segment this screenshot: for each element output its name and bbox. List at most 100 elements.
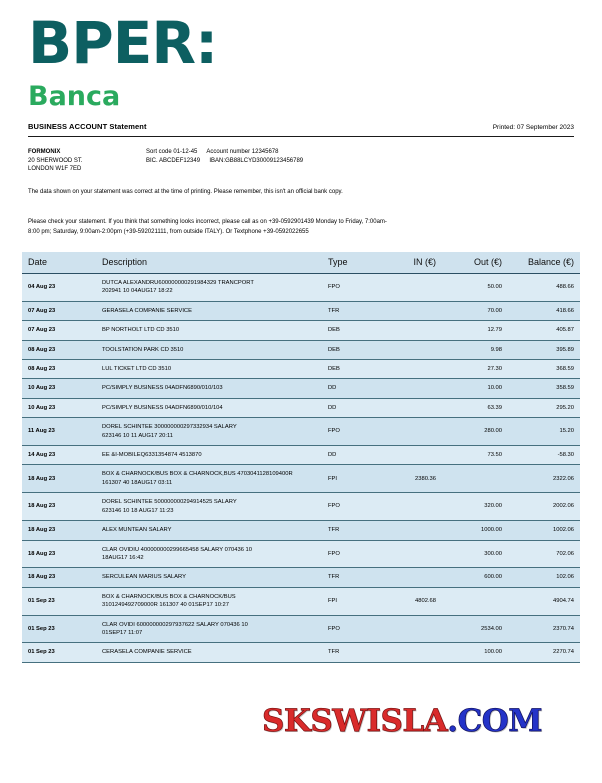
cell-type: FPO <box>322 615 380 644</box>
sort-code-row: Sort code 01-12-45 Account number 123456… <box>146 148 303 157</box>
cell-out: 1000.00 <box>442 520 508 541</box>
cell-date: 18 Aug 23 <box>22 540 96 569</box>
table-row: 08 Aug 23 LUL TICKET LTD CD 3510 DEB 27.30 3… <box>22 359 580 380</box>
table-row: 01 Sep 23 CERASELA COMPANIE SERVICE TFR 100… <box>22 642 580 663</box>
iban-value: GB88LCYD30009123456789 <box>225 157 304 164</box>
cell-out: 600.00 <box>442 567 508 588</box>
cell-out: 300.00 <box>442 540 508 569</box>
cell-description: DOREL SCHINTEE 300000000297332934 SALARY… <box>96 417 322 447</box>
cell-balance: 358.59 <box>508 378 580 399</box>
column-header-out: Out (€) <box>442 252 508 274</box>
description-line-1: ALEX MUNTEAN SALARY <box>102 527 172 534</box>
description-line-1: SERCULEAN MARIUS SALARY <box>102 574 186 581</box>
cell-balance: 2002.06 <box>508 492 580 522</box>
cell-out: 10.00 <box>442 378 508 399</box>
cell-balance: 488.66 <box>508 273 580 302</box>
description-line-1: GERASELA COMPANIE SERVICE <box>102 307 192 314</box>
cell-out: 50.00 <box>442 273 508 302</box>
cell-type: DEB <box>322 359 380 380</box>
cell-type: TFR <box>322 520 380 541</box>
column-header-balance: Balance (€) <box>508 252 580 274</box>
description-line-1: CLAR OVIDI 600000000297937622 SALARY 070… <box>102 621 248 628</box>
cell-date: 18 Aug 23 <box>22 464 96 494</box>
cell-balance: 2322.06 <box>508 464 580 494</box>
description-line-2: 202941 10 04AUG17 18:22 <box>102 288 173 295</box>
table-row: 07 Aug 23 GERASELA COMPANIE SERVICE TFR 70.… <box>22 301 580 322</box>
contact-notice: Please check your statement. If you thin… <box>28 218 574 237</box>
cell-balance: 1002.06 <box>508 520 580 541</box>
bic-label: BIC. <box>146 157 158 164</box>
cell-description: LUL TICKET LTD CD 3510 <box>96 359 322 380</box>
cell-in <box>380 540 442 569</box>
address-line-2: LONDON W1F 7ED <box>28 166 82 173</box>
cell-balance: 102.06 <box>508 567 580 588</box>
cell-balance: 405.87 <box>508 320 580 341</box>
cell-description: BOX & CHARNOCK/BUS BOX & CHARNOCK,BUS 47… <box>96 464 322 494</box>
description-line-1: DOREL SCHINTEE 300000000297332934 SALARY <box>102 424 237 431</box>
description-line-1: BOX & CHARNOCK/BUS BOX & CHARNOCK,BUS 47… <box>102 471 293 478</box>
cell-balance: 15.20 <box>508 417 580 447</box>
cell-balance: 368.59 <box>508 359 580 380</box>
cell-balance: 4904.74 <box>508 587 580 616</box>
cell-date: 01 Sep 23 <box>22 615 96 644</box>
cell-description: DUTCA ALEXANDRU600000000291984329 TRANCP… <box>96 273 322 302</box>
transactions-table-wrapper: Date Description Type IN (€) Out (€) Bal… <box>22 252 580 663</box>
cell-out: 9.98 <box>442 340 508 361</box>
cell-type: TFR <box>322 567 380 588</box>
cell-type: TFR <box>322 642 380 663</box>
cell-date: 18 Aug 23 <box>22 567 96 588</box>
cell-type: DD <box>322 398 380 419</box>
cell-out <box>442 587 508 616</box>
account-details-block: FORMONIX 20 SHERWOOD ST. LONDON W1F 7ED … <box>28 148 574 174</box>
cell-date: 14 Aug 23 <box>22 445 96 466</box>
cell-date: 07 Aug 23 <box>22 301 96 322</box>
page-title: BUSINESS ACCOUNT Statement <box>28 122 147 131</box>
cell-balance: 2270.74 <box>508 642 580 663</box>
cell-balance: 702.06 <box>508 540 580 569</box>
table-row: 18 Aug 23 BOX & CHARNOCK/BUS BOX & CHARNO… <box>22 464 580 494</box>
cell-in <box>380 378 442 399</box>
table-row: 04 Aug 23 DUTCA ALEXANDRU6000000002919843… <box>22 273 580 302</box>
cell-out: 100.00 <box>442 642 508 663</box>
cell-type: DD <box>322 378 380 399</box>
account-identifiers: Sort code 01-12-45 Account number 123456… <box>146 148 303 174</box>
description-line-2: 3101249492709000R 161307 40 01SEP17 10:2… <box>102 602 230 609</box>
account-number-value: 12345678 <box>251 149 279 155</box>
bic-value: ABCDEF12349 <box>159 157 201 164</box>
table-row: 18 Aug 23 ALEX MUNTEAN SALARY TFR 1000.00 10… <box>22 520 580 541</box>
description-line-1: DOREL SCHINTEE 500000000294914525 SALARY <box>102 499 237 506</box>
address-line-1: 20 SHERWOOD ST. <box>28 157 83 164</box>
cell-out: 320.00 <box>442 492 508 522</box>
sort-code-value: 01-12-45 <box>173 149 198 155</box>
cell-in <box>380 615 442 644</box>
cell-out: 280.00 <box>442 417 508 447</box>
cell-date: 08 Aug 23 <box>22 359 96 380</box>
cell-type: DD <box>322 445 380 466</box>
cell-in: 4802.68 <box>380 587 442 616</box>
cell-balance: 395.89 <box>508 340 580 361</box>
cell-out: 73.50 <box>442 445 508 466</box>
table-row: 18 Aug 23 SERCULEAN MARIUS SALARY TFR 600.0… <box>22 567 580 588</box>
cell-description: BOX & CHARNOCK/BUS BOX & CHARNOCK/BUS 310… <box>96 587 322 616</box>
cell-out: 27.30 <box>442 359 508 380</box>
description-line-1: BOX & CHARNOCK/BUS BOX & CHARNOCK/BUS <box>102 593 236 600</box>
cell-in <box>380 301 442 322</box>
cell-type: FPO <box>322 540 380 569</box>
table-row: 10 Aug 23 PC/SIMPLY BUSINESS 04ADFN6890/0… <box>22 398 580 419</box>
cell-description: CLAR OVIDI 600000000297937622 SALARY 070… <box>96 615 322 644</box>
column-header-description: Description <box>96 252 322 274</box>
table-header: Date Description Type IN (€) Out (€) Bal… <box>22 252 580 274</box>
cell-description: CERASELA COMPANIE SERVICE <box>96 642 322 663</box>
cell-description: EE &I-MOBILEQ6331354874 4513870 <box>96 445 322 466</box>
cell-balance: -58.30 <box>508 445 580 466</box>
cell-description: PC/SIMPLY BUSINESS 04ADFN6890/010/103 <box>96 378 322 399</box>
cell-type: DEB <box>322 340 380 361</box>
description-line-1: EE &I-MOBILEQ6331354874 4513870 <box>102 452 202 459</box>
cell-in: 2380.36 <box>380 464 442 494</box>
description-line-2: 623146 10 11 AUG17 20:11 <box>102 432 174 439</box>
cell-date: 18 Aug 23 <box>22 492 96 522</box>
cell-type: FPO <box>322 417 380 447</box>
contact-notice-line-2: 8:00 pm; Saturday, 9:00am-2:00pm (+39-59… <box>28 228 309 235</box>
table-body: 04 Aug 23 DUTCA ALEXANDRU6000000002919843… <box>22 273 580 663</box>
